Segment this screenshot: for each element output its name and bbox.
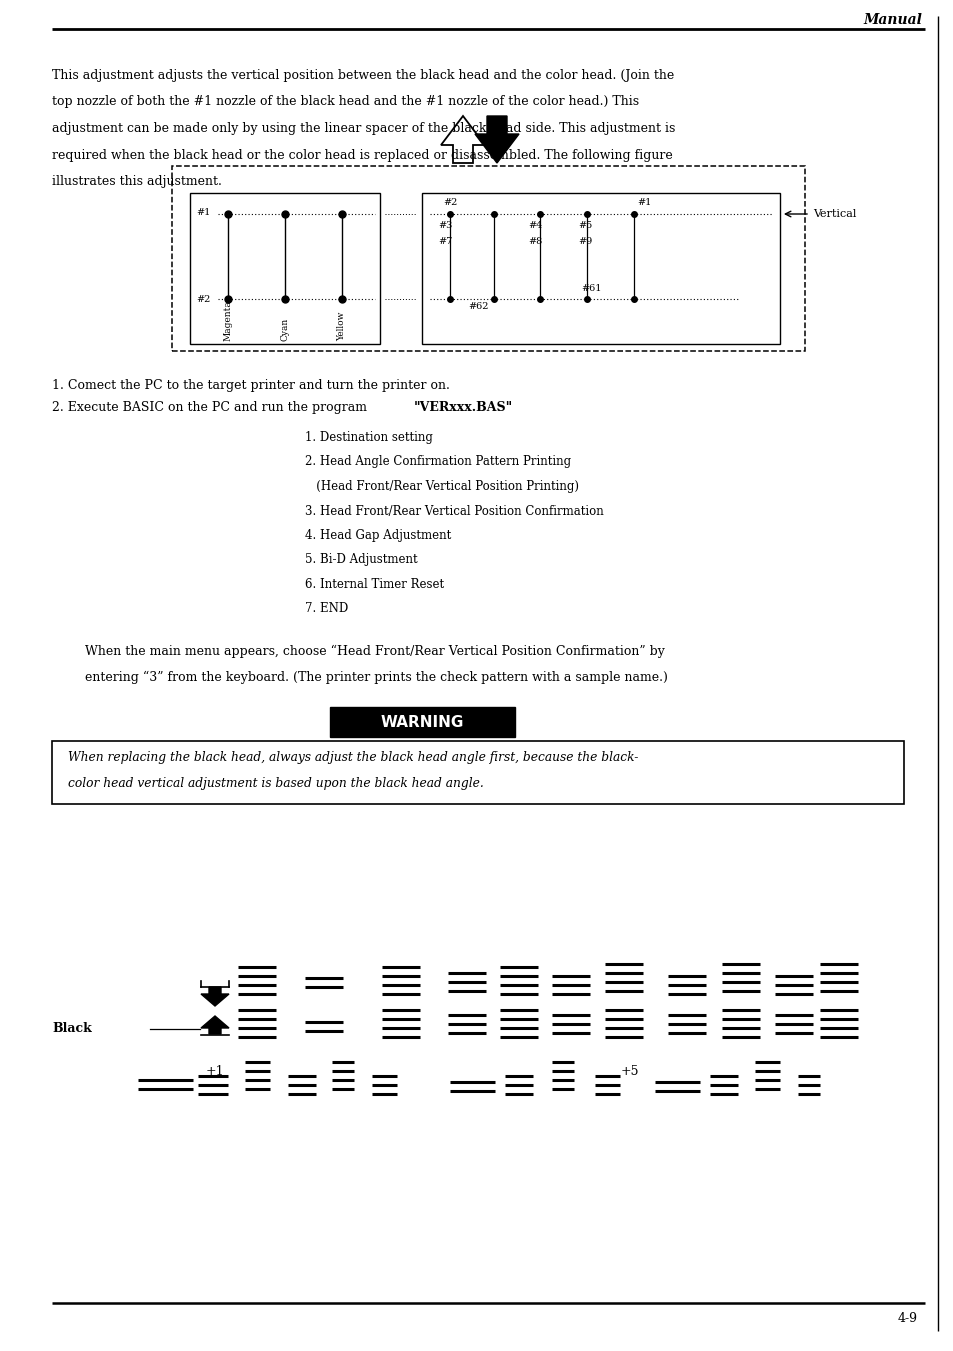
Text: "VERxxx.BAS": "VERxxx.BAS" (414, 401, 513, 413)
Text: Vertical: Vertical (812, 209, 856, 219)
Text: adjustment can be made only by using the linear spacer of the black head side. T: adjustment can be made only by using the… (52, 122, 675, 135)
Text: color head vertical adjustment is based upon the black head angle.: color head vertical adjustment is based … (68, 777, 483, 789)
Text: Black: Black (52, 1023, 91, 1035)
Text: 5. Bi-D Adjustment: 5. Bi-D Adjustment (305, 554, 417, 566)
Text: Magenta: Magenta (223, 300, 233, 340)
Text: 1. Comect the PC to the target printer and turn the printer on.: 1. Comect the PC to the target printer a… (52, 380, 450, 392)
Text: illustrates this adjustment.: illustrates this adjustment. (52, 176, 222, 188)
Text: #1: #1 (637, 199, 651, 207)
Text: WARNING: WARNING (380, 715, 464, 730)
Polygon shape (201, 1016, 229, 1034)
Text: required when the black head or the color head is replaced or disassembled. The : required when the black head or the colo… (52, 149, 672, 162)
Text: 2. Execute BASIC on the PC and run the program: 2. Execute BASIC on the PC and run the p… (52, 401, 371, 413)
Text: Yellow: Yellow (337, 312, 346, 340)
Polygon shape (201, 988, 229, 1006)
Text: #4: #4 (527, 222, 541, 230)
Text: 1. Destination setting: 1. Destination setting (305, 431, 433, 444)
Text: 4. Head Gap Adjustment: 4. Head Gap Adjustment (305, 530, 451, 542)
Text: #2: #2 (442, 199, 456, 207)
Text: 2. Head Angle Confirmation Pattern Printing: 2. Head Angle Confirmation Pattern Print… (305, 455, 571, 469)
Bar (172, 166, 804, 351)
Bar (421, 193, 780, 345)
Bar (52, 740, 903, 804)
Text: #7: #7 (437, 236, 452, 246)
Text: This adjustment adjusts the vertical position between the black head and the col: This adjustment adjusts the vertical pos… (52, 69, 674, 82)
Text: entering “3” from the keyboard. (The printer prints the check pattern with a sam: entering “3” from the keyboard. (The pri… (85, 671, 667, 684)
Text: 6. Internal Timer Reset: 6. Internal Timer Reset (305, 578, 444, 590)
Polygon shape (475, 116, 518, 163)
Text: 7. END: 7. END (305, 603, 348, 616)
Bar (330, 707, 515, 738)
Text: #5: #5 (578, 222, 592, 230)
Text: +5: +5 (620, 1065, 639, 1078)
Text: #1: #1 (195, 208, 211, 216)
Text: #61: #61 (581, 284, 601, 293)
Text: #9: #9 (578, 236, 592, 246)
Text: #62: #62 (468, 303, 489, 311)
Text: #8: #8 (527, 236, 541, 246)
Text: #3: #3 (437, 222, 452, 230)
Text: #2: #2 (195, 295, 211, 304)
Text: When replacing the black head, always adjust the black head angle first, because: When replacing the black head, always ad… (68, 751, 638, 765)
Text: top nozzle of both the #1 nozzle of the black head and the #1 nozzle of the colo: top nozzle of both the #1 nozzle of the … (52, 96, 639, 108)
Text: Cyan: Cyan (280, 317, 289, 340)
Bar (190, 193, 379, 345)
Text: .: . (497, 401, 500, 413)
Text: (Head Front/Rear Vertical Position Printing): (Head Front/Rear Vertical Position Print… (305, 480, 578, 493)
Text: Manual: Manual (862, 14, 921, 27)
Text: 4-9: 4-9 (897, 1312, 917, 1324)
Text: +1: +1 (206, 1065, 224, 1078)
Text: When the main menu appears, choose “Head Front/Rear Vertical Position Confirmati: When the main menu appears, choose “Head… (85, 644, 664, 658)
Text: 3. Head Front/Rear Vertical Position Confirmation: 3. Head Front/Rear Vertical Position Con… (305, 504, 603, 517)
